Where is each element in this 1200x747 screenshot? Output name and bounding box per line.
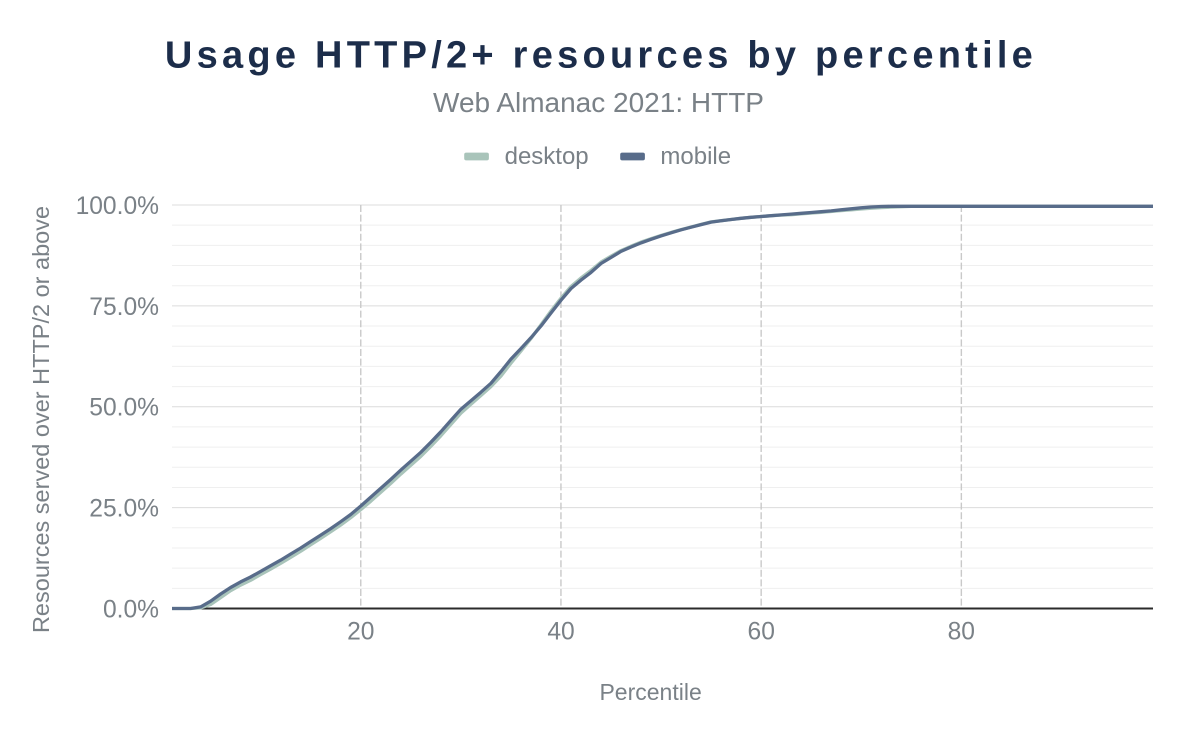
svg-text:40: 40 xyxy=(547,619,574,646)
svg-text:Web Almanac 2021: HTTP: Web Almanac 2021: HTTP xyxy=(433,87,764,118)
svg-text:60: 60 xyxy=(748,619,775,646)
svg-text:75.0%: 75.0% xyxy=(89,294,159,321)
svg-text:Usage HTTP/2+ resources by per: Usage HTTP/2+ resources by percentile xyxy=(165,35,1037,77)
svg-text:80: 80 xyxy=(948,619,975,646)
svg-text:mobile: mobile xyxy=(660,143,731,170)
svg-text:100.0%: 100.0% xyxy=(76,193,159,220)
svg-text:20: 20 xyxy=(347,619,374,646)
svg-text:Resources served over HTTP/2 o: Resources served over HTTP/2 or above xyxy=(28,206,54,633)
svg-text:50.0%: 50.0% xyxy=(89,395,159,422)
svg-text:Percentile: Percentile xyxy=(599,679,701,705)
svg-text:desktop: desktop xyxy=(505,143,589,170)
svg-text:25.0%: 25.0% xyxy=(89,496,159,523)
svg-text:0.0%: 0.0% xyxy=(103,596,159,623)
